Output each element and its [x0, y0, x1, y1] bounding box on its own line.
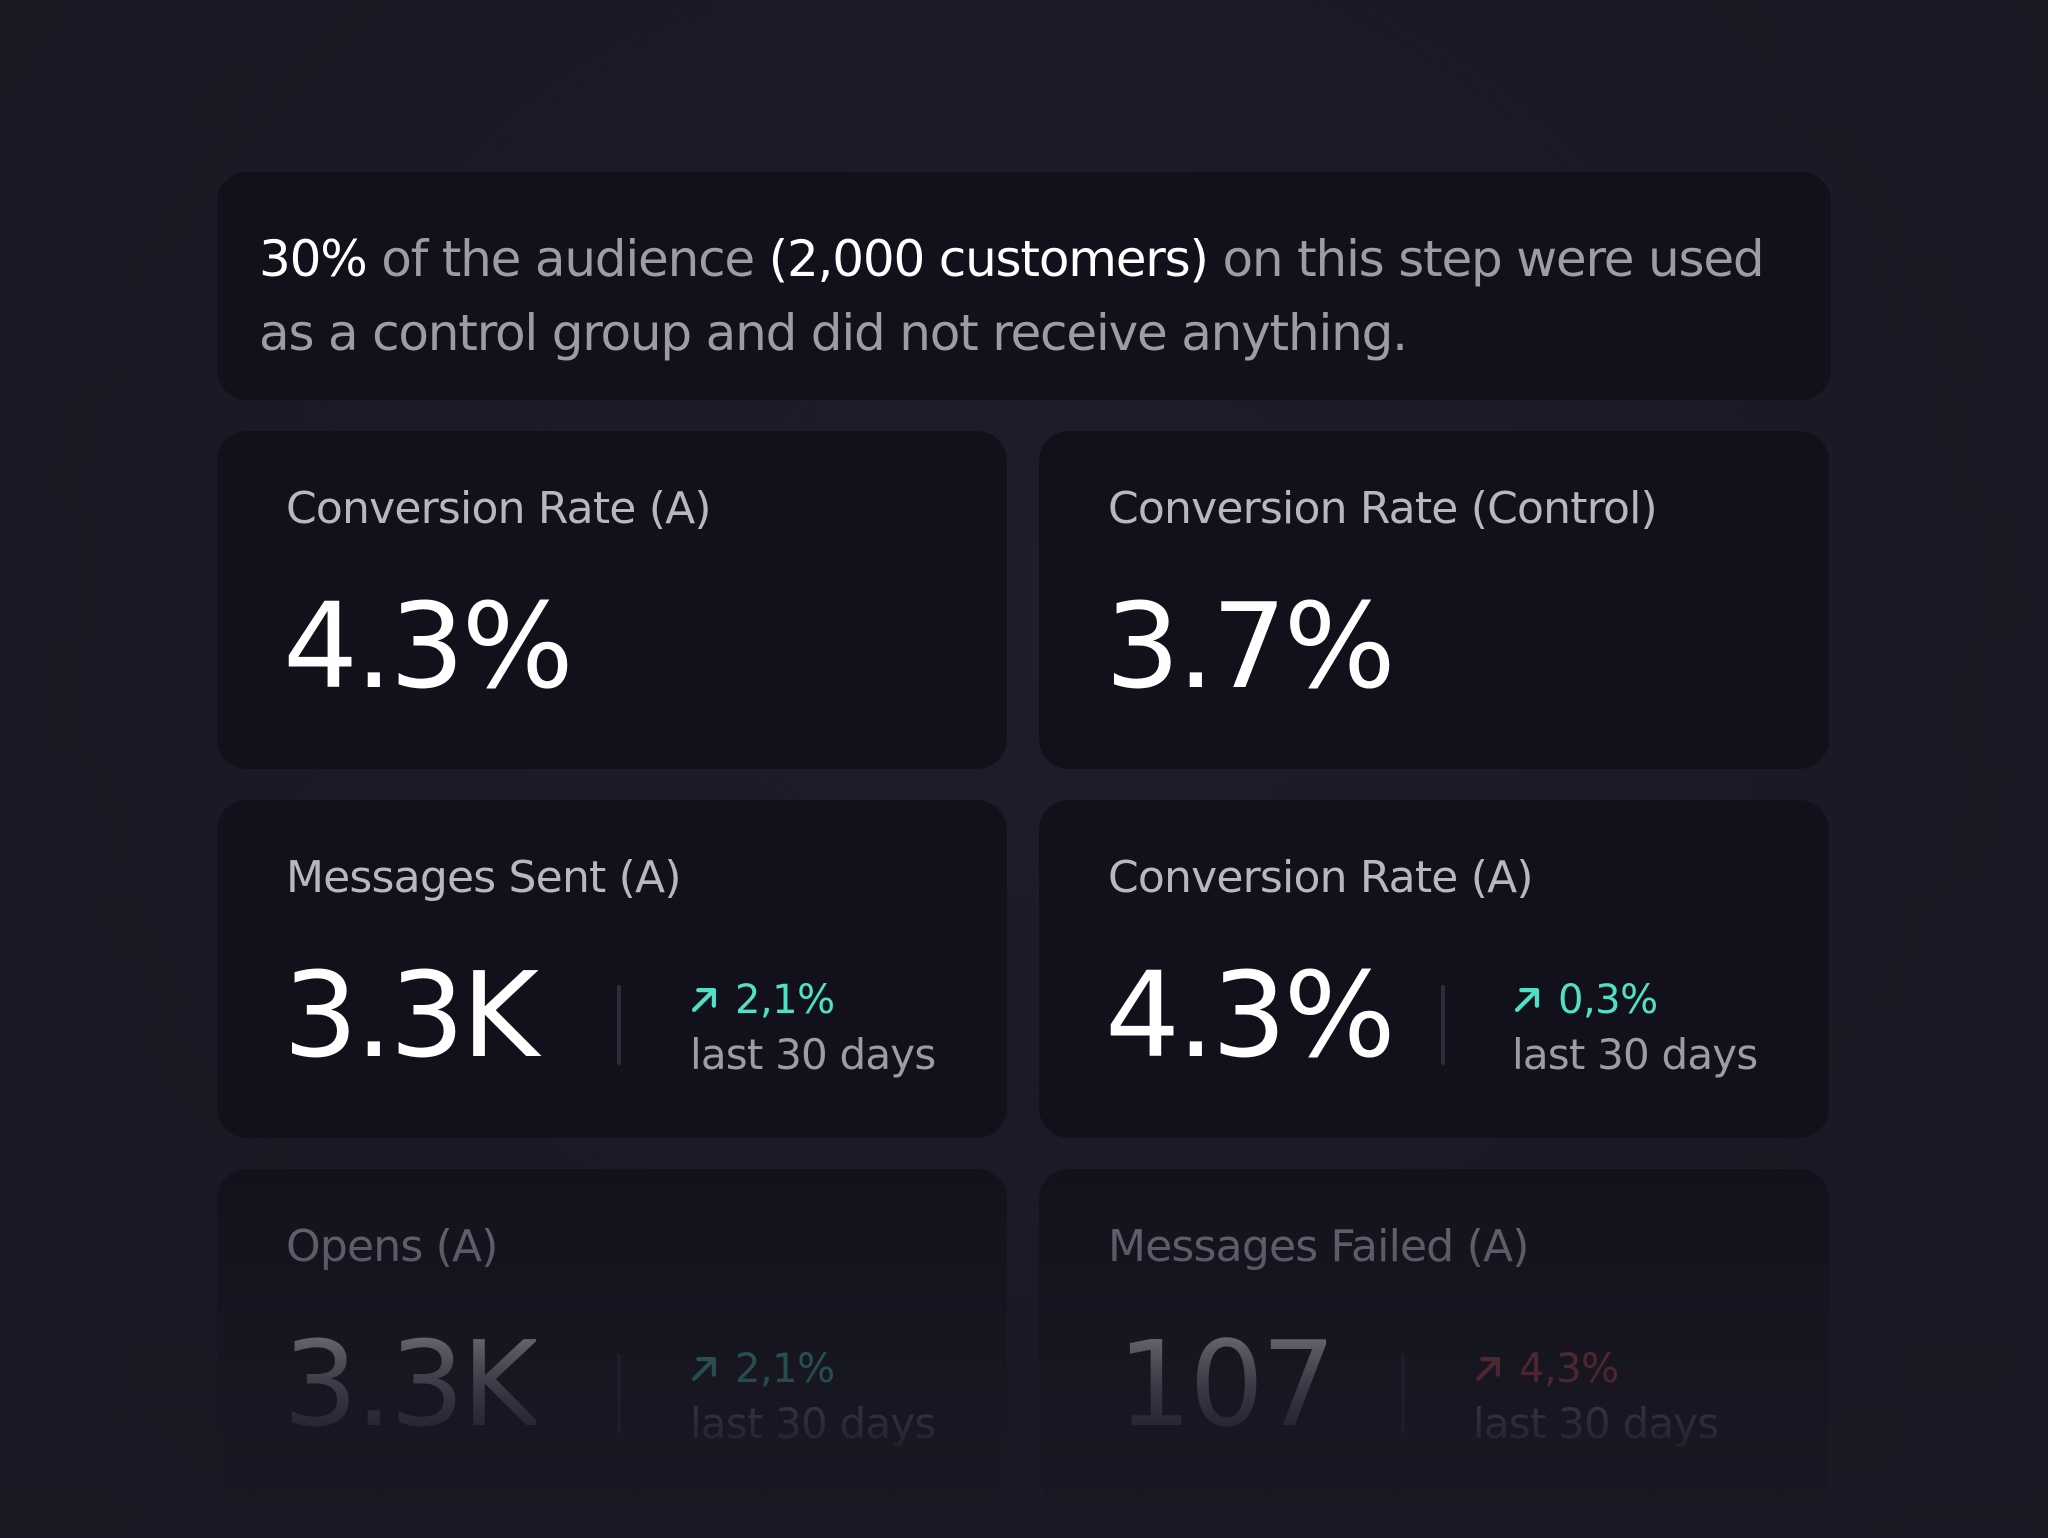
metric-card-conversion-rate-control[interactable]: Conversion Rate (Control) 3.7% — [1039, 431, 1829, 769]
metric-value: 3.7% — [1105, 577, 1396, 715]
metric-title: Messages Sent (A) — [286, 852, 682, 903]
metric-title: Conversion Rate (A) — [1108, 852, 1534, 903]
control-group-banner: 30% of the audience (2,000 customers) on… — [217, 172, 1831, 400]
metric-card-opens-a[interactable]: Opens (A) 3.3K 2,1% last 30 days — [217, 1169, 1007, 1507]
metric-value: 3.3K — [283, 1315, 539, 1453]
metric-period: last 30 days — [1473, 1399, 1719, 1448]
metric-period: last 30 days — [690, 1399, 936, 1448]
metric-card-conversion-rate-a-trend[interactable]: Conversion Rate (A) 4.3% 0,3% last 30 da… — [1039, 800, 1829, 1138]
arrow-up-right-icon — [1475, 1356, 1501, 1382]
metric-divider — [1441, 985, 1445, 1065]
metric-trend-value: 2,1% — [735, 1346, 835, 1392]
banner-text-2: on this step were used as a control grou… — [259, 230, 1765, 362]
metric-trend-value: 2,1% — [735, 977, 835, 1023]
metric-trend: 0,3% — [1510, 977, 1658, 1023]
metric-title: Opens (A) — [286, 1221, 498, 1272]
metric-trend: 2,1% — [687, 1346, 835, 1392]
metric-card-conversion-rate-a[interactable]: Conversion Rate (A) 4.3% — [217, 431, 1007, 769]
metric-divider — [1401, 1354, 1405, 1434]
banner-text-1: of the audience — [366, 230, 769, 288]
arrow-up-right-icon — [691, 987, 717, 1013]
metric-value: 3.3K — [283, 946, 539, 1084]
banner-percent: 30% — [259, 230, 368, 288]
metric-trend: 4,3% — [1471, 1346, 1619, 1392]
metric-divider — [617, 1354, 621, 1434]
metric-value: 107 — [1117, 1315, 1336, 1453]
metric-title: Messages Failed (A) — [1108, 1221, 1529, 1272]
metric-value: 4.3% — [283, 577, 574, 715]
metric-trend-value: 0,3% — [1558, 977, 1658, 1023]
banner-customers: (2,000 customers) — [768, 230, 1209, 288]
metric-card-messages-sent-a[interactable]: Messages Sent (A) 3.3K 2,1% last 30 days — [217, 800, 1007, 1138]
metric-trend-value: 4,3% — [1519, 1346, 1619, 1392]
metric-title: Conversion Rate (A) — [286, 483, 712, 534]
metric-trend: 2,1% — [687, 977, 835, 1023]
metric-period: last 30 days — [690, 1030, 936, 1079]
arrow-up-right-icon — [1514, 987, 1540, 1013]
metric-period: last 30 days — [1512, 1030, 1758, 1079]
metric-card-messages-failed-a[interactable]: Messages Failed (A) 107 4,3% last 30 day… — [1039, 1169, 1829, 1507]
arrow-up-right-icon — [691, 1356, 717, 1382]
metric-title: Conversion Rate (Control) — [1108, 483, 1658, 534]
metric-divider — [617, 985, 621, 1065]
metric-value: 4.3% — [1105, 946, 1396, 1084]
